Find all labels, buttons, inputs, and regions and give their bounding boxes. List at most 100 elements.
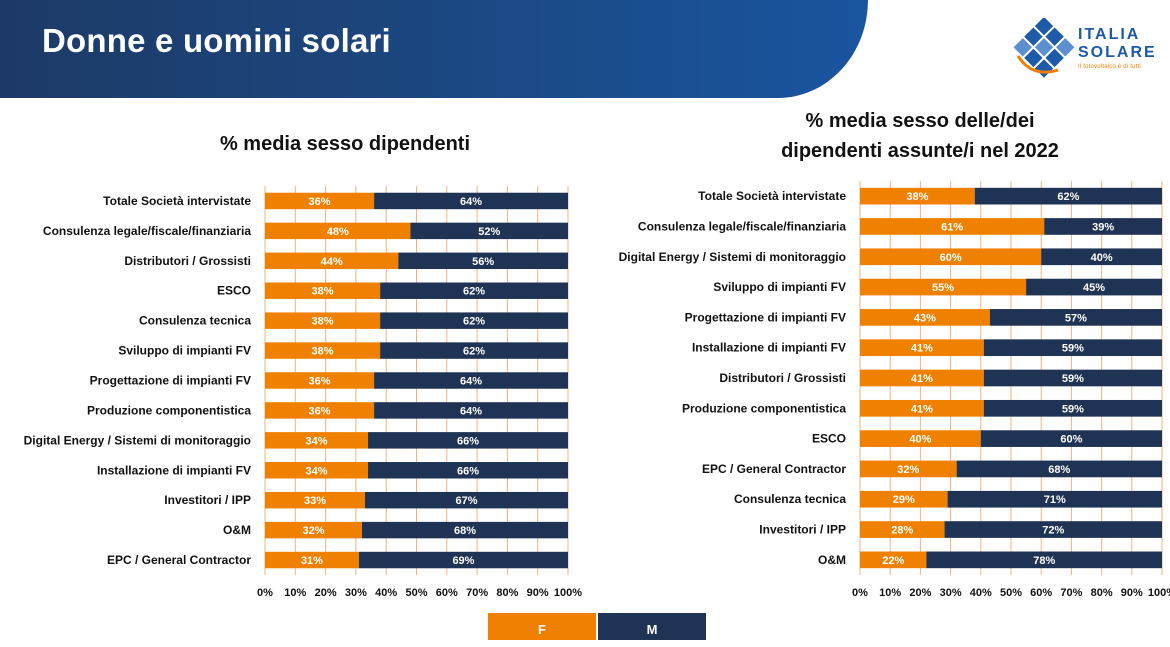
right-bar-f bbox=[860, 521, 945, 538]
right-data-label-m: 59% bbox=[1062, 343, 1084, 355]
left-data-label-f: 38% bbox=[312, 346, 334, 358]
right-data-label-m: 39% bbox=[1092, 221, 1114, 233]
left-bar-m bbox=[410, 222, 568, 240]
left-bar-m bbox=[380, 312, 568, 329]
right-bar-f bbox=[860, 490, 948, 508]
right-bar-m bbox=[926, 551, 1162, 569]
left-bar-m bbox=[380, 282, 568, 299]
right-data-label-m: 60% bbox=[1060, 434, 1082, 446]
left-category-label: Digital Energy / Sistemi di monitoraggio bbox=[24, 433, 251, 447]
left-data-label-f: 33% bbox=[304, 495, 326, 507]
left-x-tick-label: 60% bbox=[436, 587, 458, 599]
right-x-tick-label: 90% bbox=[1121, 587, 1143, 599]
right-x-tick-label: 80% bbox=[1091, 587, 1113, 599]
right-x-tick-label: 0% bbox=[852, 587, 868, 599]
left-data-label-f: 38% bbox=[312, 316, 334, 328]
right-category-label: Consulenza tecnica bbox=[734, 492, 846, 506]
right-bar-f bbox=[860, 187, 975, 205]
right-data-label-m: 71% bbox=[1044, 494, 1066, 506]
left-data-label-m: 69% bbox=[452, 555, 474, 567]
left-bar-f bbox=[265, 252, 399, 270]
left-data-label-f: 36% bbox=[309, 405, 331, 417]
right-bar-f bbox=[860, 278, 1027, 296]
left-data-label-f: 31% bbox=[301, 555, 323, 567]
right-category-label: Installazione di impianti FV bbox=[692, 341, 846, 355]
right-data-label-m: 68% bbox=[1048, 464, 1070, 476]
left-data-label-m: 64% bbox=[460, 376, 482, 388]
left-bar-m bbox=[398, 252, 568, 270]
right-category-label: Progettazione di impianti FV bbox=[685, 310, 846, 324]
left-bar-f bbox=[265, 342, 381, 359]
right-data-label-f: 43% bbox=[914, 312, 936, 324]
right-data-label-m: 78% bbox=[1033, 555, 1055, 567]
left-x-tick-label: 30% bbox=[345, 587, 367, 599]
right-bar-m bbox=[974, 187, 1162, 205]
right-data-label-m: 59% bbox=[1062, 403, 1084, 415]
left-data-label-f: 38% bbox=[312, 286, 334, 298]
left-x-tick-label: 20% bbox=[315, 587, 337, 599]
left-category-label: Totale Società intervistate bbox=[103, 194, 251, 208]
left-data-label-m: 62% bbox=[463, 286, 485, 298]
left-data-label-f: 44% bbox=[321, 256, 343, 268]
right-bar-m bbox=[983, 399, 1162, 417]
chart-right-title: % media sesso delle/dei dipendenti assun… bbox=[700, 106, 1140, 166]
right-category-label: Consulenza legale/fiscale/finanziaria bbox=[638, 219, 846, 233]
left-data-label-m: 66% bbox=[457, 435, 479, 447]
right-bar-m bbox=[1041, 248, 1162, 266]
left-x-tick-label: 10% bbox=[284, 587, 306, 599]
right-bar-f bbox=[860, 218, 1045, 235]
right-data-label-f: 55% bbox=[932, 282, 954, 294]
right-x-tick-label: 60% bbox=[1030, 587, 1052, 599]
logo-tagline: Il fotovoltaico è di tutti bbox=[1078, 64, 1141, 70]
left-data-label-m: 67% bbox=[455, 495, 477, 507]
right-x-tick-label: 40% bbox=[970, 587, 992, 599]
left-bar-m bbox=[374, 192, 568, 210]
left-bar-f bbox=[265, 491, 365, 509]
left-data-label-f: 32% bbox=[302, 525, 324, 537]
logo-text: ITALIA SOLARE bbox=[1078, 26, 1157, 62]
left-category-label: O&M bbox=[223, 523, 251, 537]
right-bar-f bbox=[860, 460, 957, 478]
right-category-label: Digital Energy / Sistemi di monitoraggio bbox=[619, 250, 846, 264]
left-bar-f bbox=[265, 282, 381, 299]
right-bar-f bbox=[860, 248, 1042, 266]
right-category-label: Sviluppo di impianti FV bbox=[713, 280, 846, 294]
logo-line-2: SOLARE bbox=[1078, 44, 1157, 61]
left-category-label: Consulenza legale/fiscale/finanziaria bbox=[43, 224, 251, 238]
right-data-label-m: 57% bbox=[1065, 312, 1087, 324]
left-category-label: ESCO bbox=[217, 284, 251, 298]
right-x-tick-label: 70% bbox=[1060, 587, 1082, 599]
left-bar-m bbox=[361, 521, 568, 539]
legend-m: M bbox=[598, 613, 706, 640]
left-bar-f bbox=[265, 312, 381, 329]
right-bar-m bbox=[983, 369, 1162, 387]
left-bar-f bbox=[265, 551, 359, 569]
left-bar-m bbox=[380, 342, 568, 359]
left-category-label: Consulenza tecnica bbox=[139, 314, 251, 328]
left-category-label: Investitori / IPP bbox=[164, 493, 251, 507]
left-x-tick-label: 50% bbox=[405, 587, 427, 599]
right-data-label-m: 72% bbox=[1042, 525, 1064, 537]
left-bar-m bbox=[374, 402, 568, 419]
right-category-label: Distributori / Grossisti bbox=[719, 371, 846, 385]
right-data-label-f: 28% bbox=[891, 525, 913, 537]
left-bar-m bbox=[368, 432, 568, 449]
left-data-label-m: 64% bbox=[460, 405, 482, 417]
left-bar-f bbox=[265, 432, 369, 449]
right-category-label: Produzione componentistica bbox=[682, 401, 846, 415]
left-data-label-m: 62% bbox=[463, 346, 485, 358]
right-category-label: Totale Società intervistate bbox=[698, 189, 846, 203]
left-data-label-m: 66% bbox=[457, 465, 479, 477]
right-data-label-f: 32% bbox=[897, 464, 919, 476]
right-data-label-m: 59% bbox=[1062, 373, 1084, 385]
left-data-label-f: 48% bbox=[327, 226, 349, 238]
right-data-label-f: 61% bbox=[941, 221, 963, 233]
right-data-label-f: 41% bbox=[911, 343, 933, 355]
left-category-label: Produzione componentistica bbox=[87, 403, 251, 417]
left-x-tick-label: 40% bbox=[375, 587, 397, 599]
left-data-label-m: 52% bbox=[478, 226, 500, 238]
left-category-label: Sviluppo di impianti FV bbox=[118, 344, 251, 358]
left-bar-m bbox=[358, 551, 568, 569]
left-bar-m bbox=[368, 462, 568, 479]
